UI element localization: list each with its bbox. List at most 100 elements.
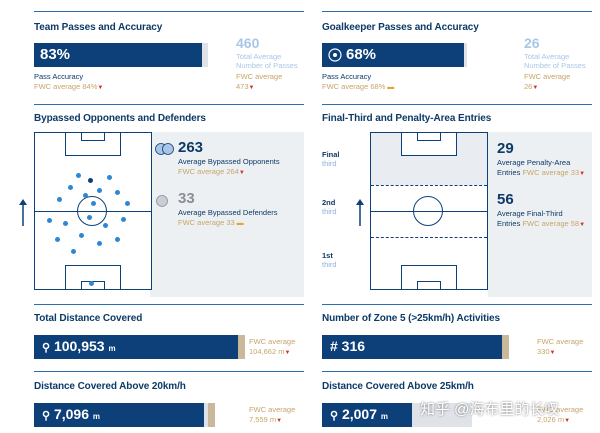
top-goal-box xyxy=(81,132,105,141)
penalty-entries-value: 29 xyxy=(497,140,514,157)
gk-total-fwc: 26▼ xyxy=(524,82,538,91)
bypassed-pitch xyxy=(34,132,152,290)
player-dot xyxy=(97,188,102,193)
divider xyxy=(34,304,304,305)
dist25-unit: m xyxy=(380,412,389,421)
trend-down-icon: ▼ xyxy=(579,222,586,228)
zone5-fwc-value: 330 xyxy=(537,347,550,356)
player-dot xyxy=(89,281,94,286)
gk-total-fwc-value: 26 xyxy=(524,82,533,91)
dist20-bar: ⚲ 7,096 m xyxy=(34,403,204,427)
player-dot xyxy=(47,218,52,223)
player-dot xyxy=(97,241,102,246)
dist25-value-row: ⚲ 2,007 m xyxy=(330,406,388,422)
team-pass-fwc: FWC average 84%▼ xyxy=(34,82,103,91)
team-pass-bar: 83% xyxy=(34,43,202,67)
team-total-avg-label-1: Total Average xyxy=(236,52,282,61)
final-third-stats-bg xyxy=(488,132,592,297)
zone5-fwc: 330▼ xyxy=(537,347,555,356)
opponents-icon xyxy=(155,143,174,155)
zone-2nd-sub: third xyxy=(322,207,337,216)
final-entries-row: Entries FWC average 58▼ xyxy=(497,219,585,228)
dist20-unit: m xyxy=(92,412,101,421)
bottom-goal-box xyxy=(417,281,441,290)
trend-flat-icon: ▬ xyxy=(385,84,395,91)
team-total-avg-label-2: Number of Passes xyxy=(236,61,298,70)
third-line-top xyxy=(371,185,487,186)
bypassed-defenders-label: Average Bypassed Defenders xyxy=(178,208,278,217)
dist25-fwc: 2,026 m▼ xyxy=(537,415,570,424)
trend-down-icon: ▼ xyxy=(276,418,283,424)
bypassed-opponents-label: Average Bypassed Opponents xyxy=(178,157,280,166)
player-dot xyxy=(125,201,130,206)
divider xyxy=(34,11,304,12)
distance-title: Total Distance Covered xyxy=(34,313,143,324)
player-dot xyxy=(115,237,120,242)
trend-down-icon: ▼ xyxy=(564,418,571,424)
third-line-bottom xyxy=(371,237,487,238)
dist25-bar: ⚲ 2,007 m xyxy=(322,403,412,427)
zone-1st-text: 1st xyxy=(322,251,333,260)
player-dot xyxy=(71,249,76,254)
player-dot xyxy=(87,215,92,220)
bypassed-title: Bypassed Opponents and Defenders xyxy=(34,113,206,124)
gk-pass-accuracy-label: Pass Accuracy xyxy=(322,72,372,81)
team-total-fwc-label: FWC average xyxy=(236,72,283,81)
gk-passes-title: Goalkeeper Passes and Accuracy xyxy=(322,22,479,33)
dist20-fwc: 7,559 m▼ xyxy=(249,415,282,424)
zone-final-sub: third xyxy=(322,159,337,168)
zone5-bar: # 316 xyxy=(322,335,502,359)
player-dot xyxy=(91,201,96,206)
player-dot xyxy=(103,223,108,228)
divider xyxy=(34,104,304,105)
trend-down-icon: ▼ xyxy=(532,85,539,91)
divider xyxy=(34,371,304,372)
arrow-up-icon xyxy=(19,199,27,226)
dist25-fwc-value: 2,026 m xyxy=(537,415,565,424)
zone5-title: Number of Zone 5 (>25km/h) Activities xyxy=(322,313,500,324)
team-pass-accuracy-label: Pass Accuracy xyxy=(34,72,84,81)
center-circle xyxy=(77,196,107,226)
trend-down-icon: ▼ xyxy=(284,350,291,356)
distance-bar: ⚲ 100,953 m xyxy=(34,335,238,359)
bypassed-opponents-fwc-text: FWC average 264 xyxy=(178,167,239,176)
bypassed-defenders-fwc-text: FWC average 33 xyxy=(178,218,235,227)
zone5-fwc-label: FWC average xyxy=(537,337,584,346)
gk-total-avg-label: Total Average Number of Passes xyxy=(524,52,586,70)
final-entries-label-1: Average Final-Third xyxy=(497,209,563,218)
dist20-fwc-marker xyxy=(208,403,215,427)
team-total-avg-label: Total Average Number of Passes xyxy=(236,52,298,70)
final-entries-label-2: Entries xyxy=(497,219,521,228)
player-dot xyxy=(57,197,62,202)
divider xyxy=(322,11,592,12)
trend-down-icon: ▼ xyxy=(549,350,556,356)
team-passes-title: Team Passes and Accuracy xyxy=(34,22,163,33)
trend-down-icon: ▼ xyxy=(97,85,104,91)
bypassed-stats-bg xyxy=(150,132,304,297)
player-dot xyxy=(121,217,126,222)
player-dot xyxy=(55,237,60,242)
football-icon xyxy=(328,48,342,62)
watermark: 知乎 @海布里的长叹 xyxy=(420,401,560,418)
gk-pass-fwc-text: FWC average 68% xyxy=(322,82,386,91)
divider xyxy=(322,104,592,105)
dist20-title: Distance Covered Above 20km/h xyxy=(34,381,186,392)
player-dot xyxy=(115,190,120,195)
penalty-entries-label-2: Entries xyxy=(497,168,521,177)
arrow-up-icon xyxy=(356,199,364,226)
zone5-fwc-marker xyxy=(502,335,509,359)
zone-final-label: Final third xyxy=(322,150,340,168)
dist25-title: Distance Covered Above 25km/h xyxy=(322,381,474,392)
dist20-fwc-value: 7,559 m xyxy=(249,415,277,424)
dist20-value-row: ⚲ 7,096 m xyxy=(42,406,100,422)
zone-2nd-label: 2nd third xyxy=(322,198,337,216)
zone-1st-label: 1st third xyxy=(322,251,337,269)
player-dot xyxy=(107,175,112,180)
penalty-entries-fwc: FWC average 33 xyxy=(522,168,580,177)
center-circle xyxy=(413,196,443,226)
dist25-value: 2,007 xyxy=(341,406,377,422)
gk-total-avg-label-2: Number of Passes xyxy=(524,61,586,70)
gk-pass-accuracy-value: 68% xyxy=(346,46,377,63)
location-pin-icon: ⚲ xyxy=(42,342,51,354)
final-entries-fwc: FWC average 58 xyxy=(522,219,580,228)
